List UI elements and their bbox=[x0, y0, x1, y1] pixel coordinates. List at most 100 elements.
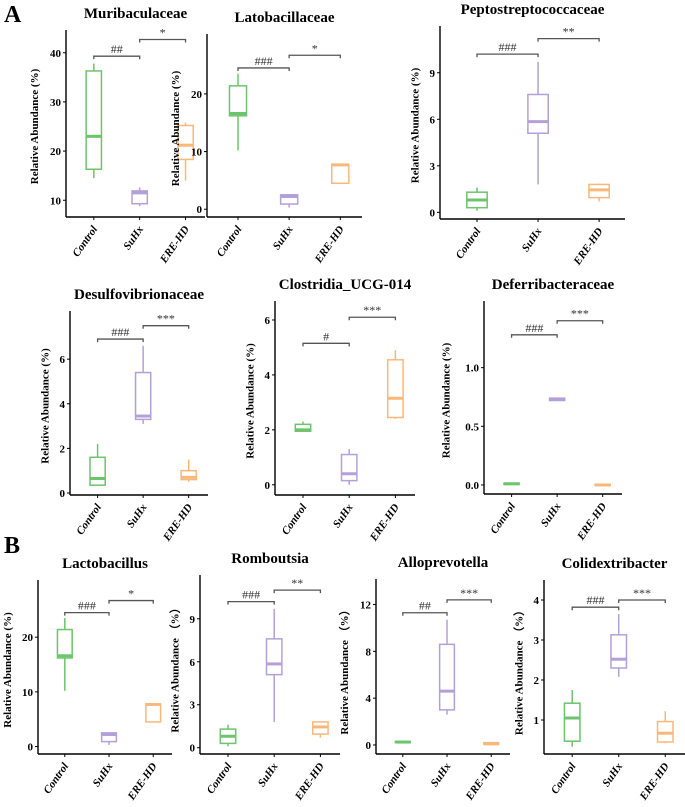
significance-bracket bbox=[108, 599, 154, 604]
y-tick-label: 0.5 bbox=[465, 421, 479, 433]
box-control bbox=[85, 70, 103, 171]
box-ere-hd bbox=[145, 703, 162, 723]
x-tick-label: Control bbox=[41, 760, 71, 796]
significance-label: ### bbox=[78, 599, 96, 613]
y-tick-label: 2 bbox=[265, 425, 271, 437]
box-suhx bbox=[100, 732, 118, 743]
significance-label: ### bbox=[525, 321, 543, 335]
y-tick-label: 6 bbox=[265, 315, 271, 327]
y-tick-label: 4 bbox=[265, 370, 271, 382]
y-tick-label: 20 bbox=[22, 632, 34, 644]
x-tick-label: ERE-HD bbox=[571, 226, 606, 268]
significance-bracket bbox=[556, 320, 604, 324]
significance-bracket bbox=[446, 599, 492, 603]
y-tick-label: 1.0 bbox=[465, 363, 479, 375]
y-tick-label: 2 bbox=[60, 443, 66, 455]
panel-deferribacteraceae: Deferribacteraceae 0.0 0.5 1.0 Relative Abun… bbox=[441, 277, 622, 543]
box-ere-hd bbox=[180, 469, 198, 481]
x-tick-label: ERE-HD bbox=[312, 224, 347, 266]
significance-label: ## bbox=[419, 599, 431, 613]
y-tick-label: 20 bbox=[50, 146, 62, 158]
x-tick-label: SuHx bbox=[125, 501, 150, 530]
x-tick-label: ERE-HD bbox=[292, 761, 327, 803]
y-tick-label: 0 bbox=[28, 742, 34, 754]
panel-latobacillaceae: Latobacillaceae 0 10 20 Relative Abundance (… bbox=[170, 10, 362, 266]
chart-title: Lactobacillus bbox=[62, 556, 148, 572]
x-tick-label: ERE-HD bbox=[161, 502, 196, 544]
y-axis-label: Relative Abundance （%） bbox=[169, 602, 182, 732]
y-axis-label: Relative Abundance （%） bbox=[338, 604, 351, 734]
y-tick-label: 0 bbox=[430, 207, 436, 219]
significance-bracket bbox=[618, 599, 666, 603]
box-suhx bbox=[265, 638, 283, 676]
significance-label: ### bbox=[242, 588, 260, 602]
box-suhx bbox=[134, 371, 152, 421]
x-tick-label: Control bbox=[488, 500, 518, 536]
box-suhx bbox=[527, 93, 549, 135]
y-tick-label: 3 bbox=[430, 161, 436, 173]
y-tick-label: 1 bbox=[534, 715, 540, 727]
y-tick-label: 10 bbox=[50, 195, 62, 207]
x-tick-label: Control bbox=[454, 225, 484, 261]
chart-title: Clostridia_UCG-014 bbox=[279, 277, 412, 293]
y-tick-label: 4 bbox=[60, 399, 66, 411]
y-tick-label: 3 bbox=[534, 635, 540, 647]
significance-label: ## bbox=[111, 42, 123, 56]
y-tick-label: 30 bbox=[50, 97, 62, 109]
x-tick-label: ERE-HD bbox=[157, 224, 192, 266]
x-tick-label: SuHx bbox=[539, 500, 564, 529]
significance-bracket bbox=[510, 334, 558, 338]
significance-label: ### bbox=[111, 325, 129, 339]
box-suhx bbox=[340, 453, 358, 482]
x-tick-label: SuHx bbox=[91, 760, 116, 789]
y-tick-label: 20 bbox=[191, 89, 203, 101]
box-control bbox=[563, 702, 581, 742]
x-tick-label: Control bbox=[70, 223, 100, 259]
panel-lactobacillus: Lactobacillus 0 10 20 Relative Abundance (%)… bbox=[2, 556, 172, 803]
significance-bracket bbox=[96, 338, 144, 343]
significance-label: ### bbox=[255, 54, 273, 68]
significance-bracket bbox=[476, 53, 539, 58]
x-tick-label: Control bbox=[74, 501, 104, 537]
chart-title: Desulfovibrionaceae bbox=[74, 287, 204, 303]
y-tick-label: 0 bbox=[197, 204, 203, 216]
box-control bbox=[56, 628, 73, 659]
x-tick-label: Control bbox=[379, 760, 409, 796]
y-tick-label: 4 bbox=[366, 693, 372, 705]
chart-title: Alloprevotella bbox=[398, 555, 489, 571]
significance-bracket bbox=[402, 612, 448, 616]
x-tick-label: Control bbox=[205, 760, 235, 796]
significance-label: *** bbox=[633, 586, 651, 600]
significance-bracket bbox=[93, 55, 141, 60]
x-tick-label: SuHx bbox=[121, 223, 146, 252]
significance-label: ** bbox=[563, 25, 575, 39]
x-tick-label: SuHx bbox=[600, 760, 625, 789]
y-tick-label: 9 bbox=[430, 68, 436, 80]
y-axis-label: Relative Abundance (%) bbox=[29, 68, 41, 184]
x-tick-label: Control bbox=[215, 223, 245, 259]
x-tick-label: SuHx bbox=[271, 223, 296, 252]
y-tick-label: 0 bbox=[60, 488, 66, 500]
y-axis-label: Relative Abundance (%) bbox=[2, 612, 14, 728]
x-tick-label: SuHx bbox=[520, 225, 545, 254]
significance-bracket bbox=[273, 589, 322, 594]
box-ere-hd bbox=[331, 163, 350, 185]
y-tick-label: 9 bbox=[190, 614, 196, 626]
significance-label: *** bbox=[157, 312, 175, 326]
significance-label: * bbox=[312, 41, 318, 55]
panel-colidextribacter: Colidextribacter 1 2 3 4 Relative Abundance （… bbox=[513, 556, 685, 803]
significance-bracket bbox=[237, 67, 290, 71]
y-tick-label: 2 bbox=[534, 675, 540, 687]
y-tick-label: 10 bbox=[22, 687, 34, 699]
y-axis-label: Relative Abundance (%) bbox=[170, 70, 182, 186]
significance-label: *** bbox=[460, 586, 478, 600]
chart-title: Latobacillaceae bbox=[235, 10, 335, 26]
x-tick-label: ERE-HD bbox=[637, 761, 672, 803]
y-tick-label: 4 bbox=[534, 595, 540, 607]
x-tick-label: ERE-HD bbox=[575, 501, 610, 543]
panel-peptostreptococcaceae: Peptostreptococcaceae 0 3 6 9 Relative Abunda… bbox=[410, 2, 625, 268]
y-tick-label: 8 bbox=[366, 646, 372, 658]
chart-title: Muribaculaceae bbox=[84, 6, 188, 22]
y-tick-label: 6 bbox=[60, 354, 66, 366]
